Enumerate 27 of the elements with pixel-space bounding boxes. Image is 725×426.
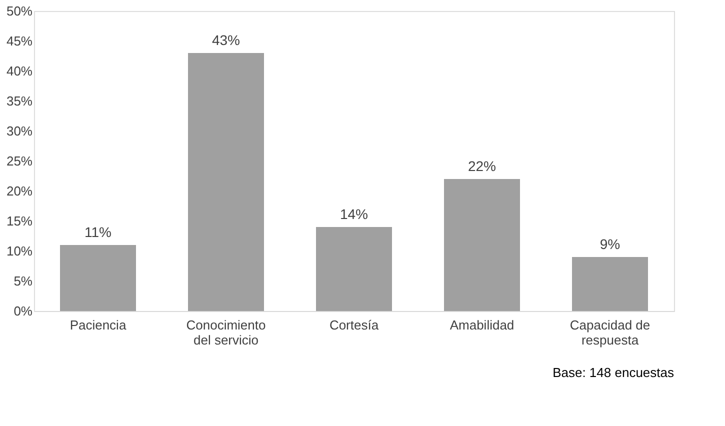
y-tick-label: 45% <box>6 34 33 48</box>
x-tick-label: Paciencia <box>70 318 127 332</box>
y-tick-label: 20% <box>6 184 33 198</box>
y-tick-label: 5% <box>14 274 33 288</box>
bar <box>444 179 520 311</box>
y-tick-label: 25% <box>6 154 33 168</box>
bar <box>188 53 264 311</box>
bar <box>316 227 392 311</box>
x-tick-label: Amabilidad <box>450 318 514 332</box>
data-label: 11% <box>84 224 112 240</box>
y-tick-label: 30% <box>6 124 33 138</box>
y-tick-label: 50% <box>6 4 33 18</box>
x-tick-label: Capacidad de respuesta <box>570 318 650 348</box>
y-tick-label: 15% <box>6 214 33 228</box>
x-tick-label: Cortesía <box>329 318 380 332</box>
x-tick-label: Conocimiento del servicio <box>186 318 266 348</box>
y-tick-label: 0% <box>14 304 33 318</box>
bar <box>60 245 136 311</box>
y-tick-label: 35% <box>6 94 33 108</box>
data-label: 22% <box>468 158 496 174</box>
y-tick-label: 40% <box>6 64 33 78</box>
y-tick-label: 10% <box>6 244 33 258</box>
data-label: 43% <box>212 32 240 48</box>
data-label: 14% <box>340 206 368 222</box>
bar <box>572 257 648 311</box>
data-label: 9% <box>600 236 620 252</box>
text: Base: 148 encuestas <box>552 365 674 380</box>
